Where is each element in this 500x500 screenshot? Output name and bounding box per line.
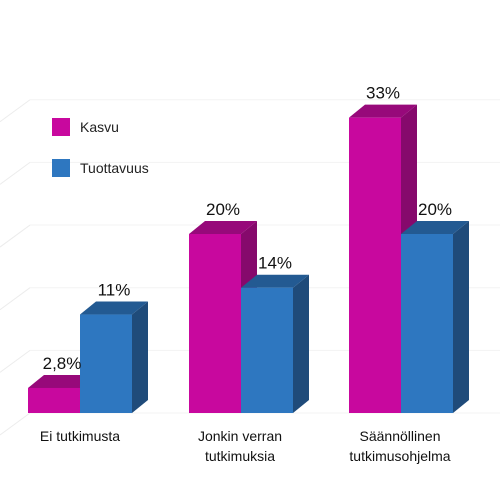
gridline-side-1 xyxy=(0,349,31,373)
category-label-2: Jonkin verran tutkimuksia xyxy=(197,428,283,464)
legend-swatch-tuottavuus xyxy=(52,159,70,177)
bar-front-tuottavuus-2 xyxy=(241,287,293,413)
bar-tuottavuus-1 xyxy=(80,301,148,413)
bar-front-kasvu-2 xyxy=(189,234,241,413)
value-label-tuottavuus-2: 14% xyxy=(258,254,292,273)
bar-top-tuottavuus-1 xyxy=(80,301,148,315)
bar-front-kasvu-1 xyxy=(28,387,80,413)
bar-tuottavuus-3 xyxy=(401,221,469,413)
bar-top-kasvu-2 xyxy=(189,221,257,234)
legend-label-kasvu: Kasvu xyxy=(80,119,119,135)
value-label-kasvu-1: 2,8% xyxy=(43,354,82,373)
value-label-kasvu-3: 33% xyxy=(366,84,400,103)
category-label-1: Ei tutkimusta xyxy=(39,428,121,444)
legend-item-tuottavuus: Tuottavuus xyxy=(52,157,149,179)
bar-top-tuottavuus-3 xyxy=(401,221,469,234)
bar-side-tuottavuus-2 xyxy=(293,274,309,413)
legend: Kasvu Tuottavuus xyxy=(52,116,149,198)
bar-top-tuottavuus-2 xyxy=(241,274,309,288)
legend-label-tuottavuus: Tuottavuus xyxy=(80,160,149,176)
gridline-side-4 xyxy=(0,161,31,185)
bar-tuottavuus-2 xyxy=(241,274,309,413)
gridline-side-5 xyxy=(0,99,31,123)
category-label-3: Säännöllinen tutkimusohjelma xyxy=(349,428,451,464)
bars xyxy=(28,104,469,414)
bar-front-tuottavuus-3 xyxy=(401,234,453,413)
bar-front-kasvu-3 xyxy=(349,117,401,414)
bar-top-kasvu-3 xyxy=(349,104,417,118)
value-label-tuottavuus-3: 20% xyxy=(418,200,452,219)
value-labels: 2,8% 20% 33% 11% 14% 20% xyxy=(43,84,452,373)
bar-top-kasvu-1 xyxy=(28,374,96,388)
gridline-side-2 xyxy=(0,287,31,311)
bar-side-tuottavuus-1 xyxy=(132,301,148,413)
value-label-kasvu-2: 20% xyxy=(206,200,240,219)
bar-side-tuottavuus-3 xyxy=(453,221,469,413)
gridline-side-0 xyxy=(0,412,31,436)
gridline-side-3 xyxy=(0,224,31,248)
legend-item-kasvu: Kasvu xyxy=(52,116,149,138)
value-label-tuottavuus-1: 11% xyxy=(98,281,131,300)
legend-swatch-kasvu xyxy=(52,118,70,136)
bar-kasvu-2 xyxy=(189,221,257,413)
bar-front-tuottavuus-1 xyxy=(80,314,132,413)
